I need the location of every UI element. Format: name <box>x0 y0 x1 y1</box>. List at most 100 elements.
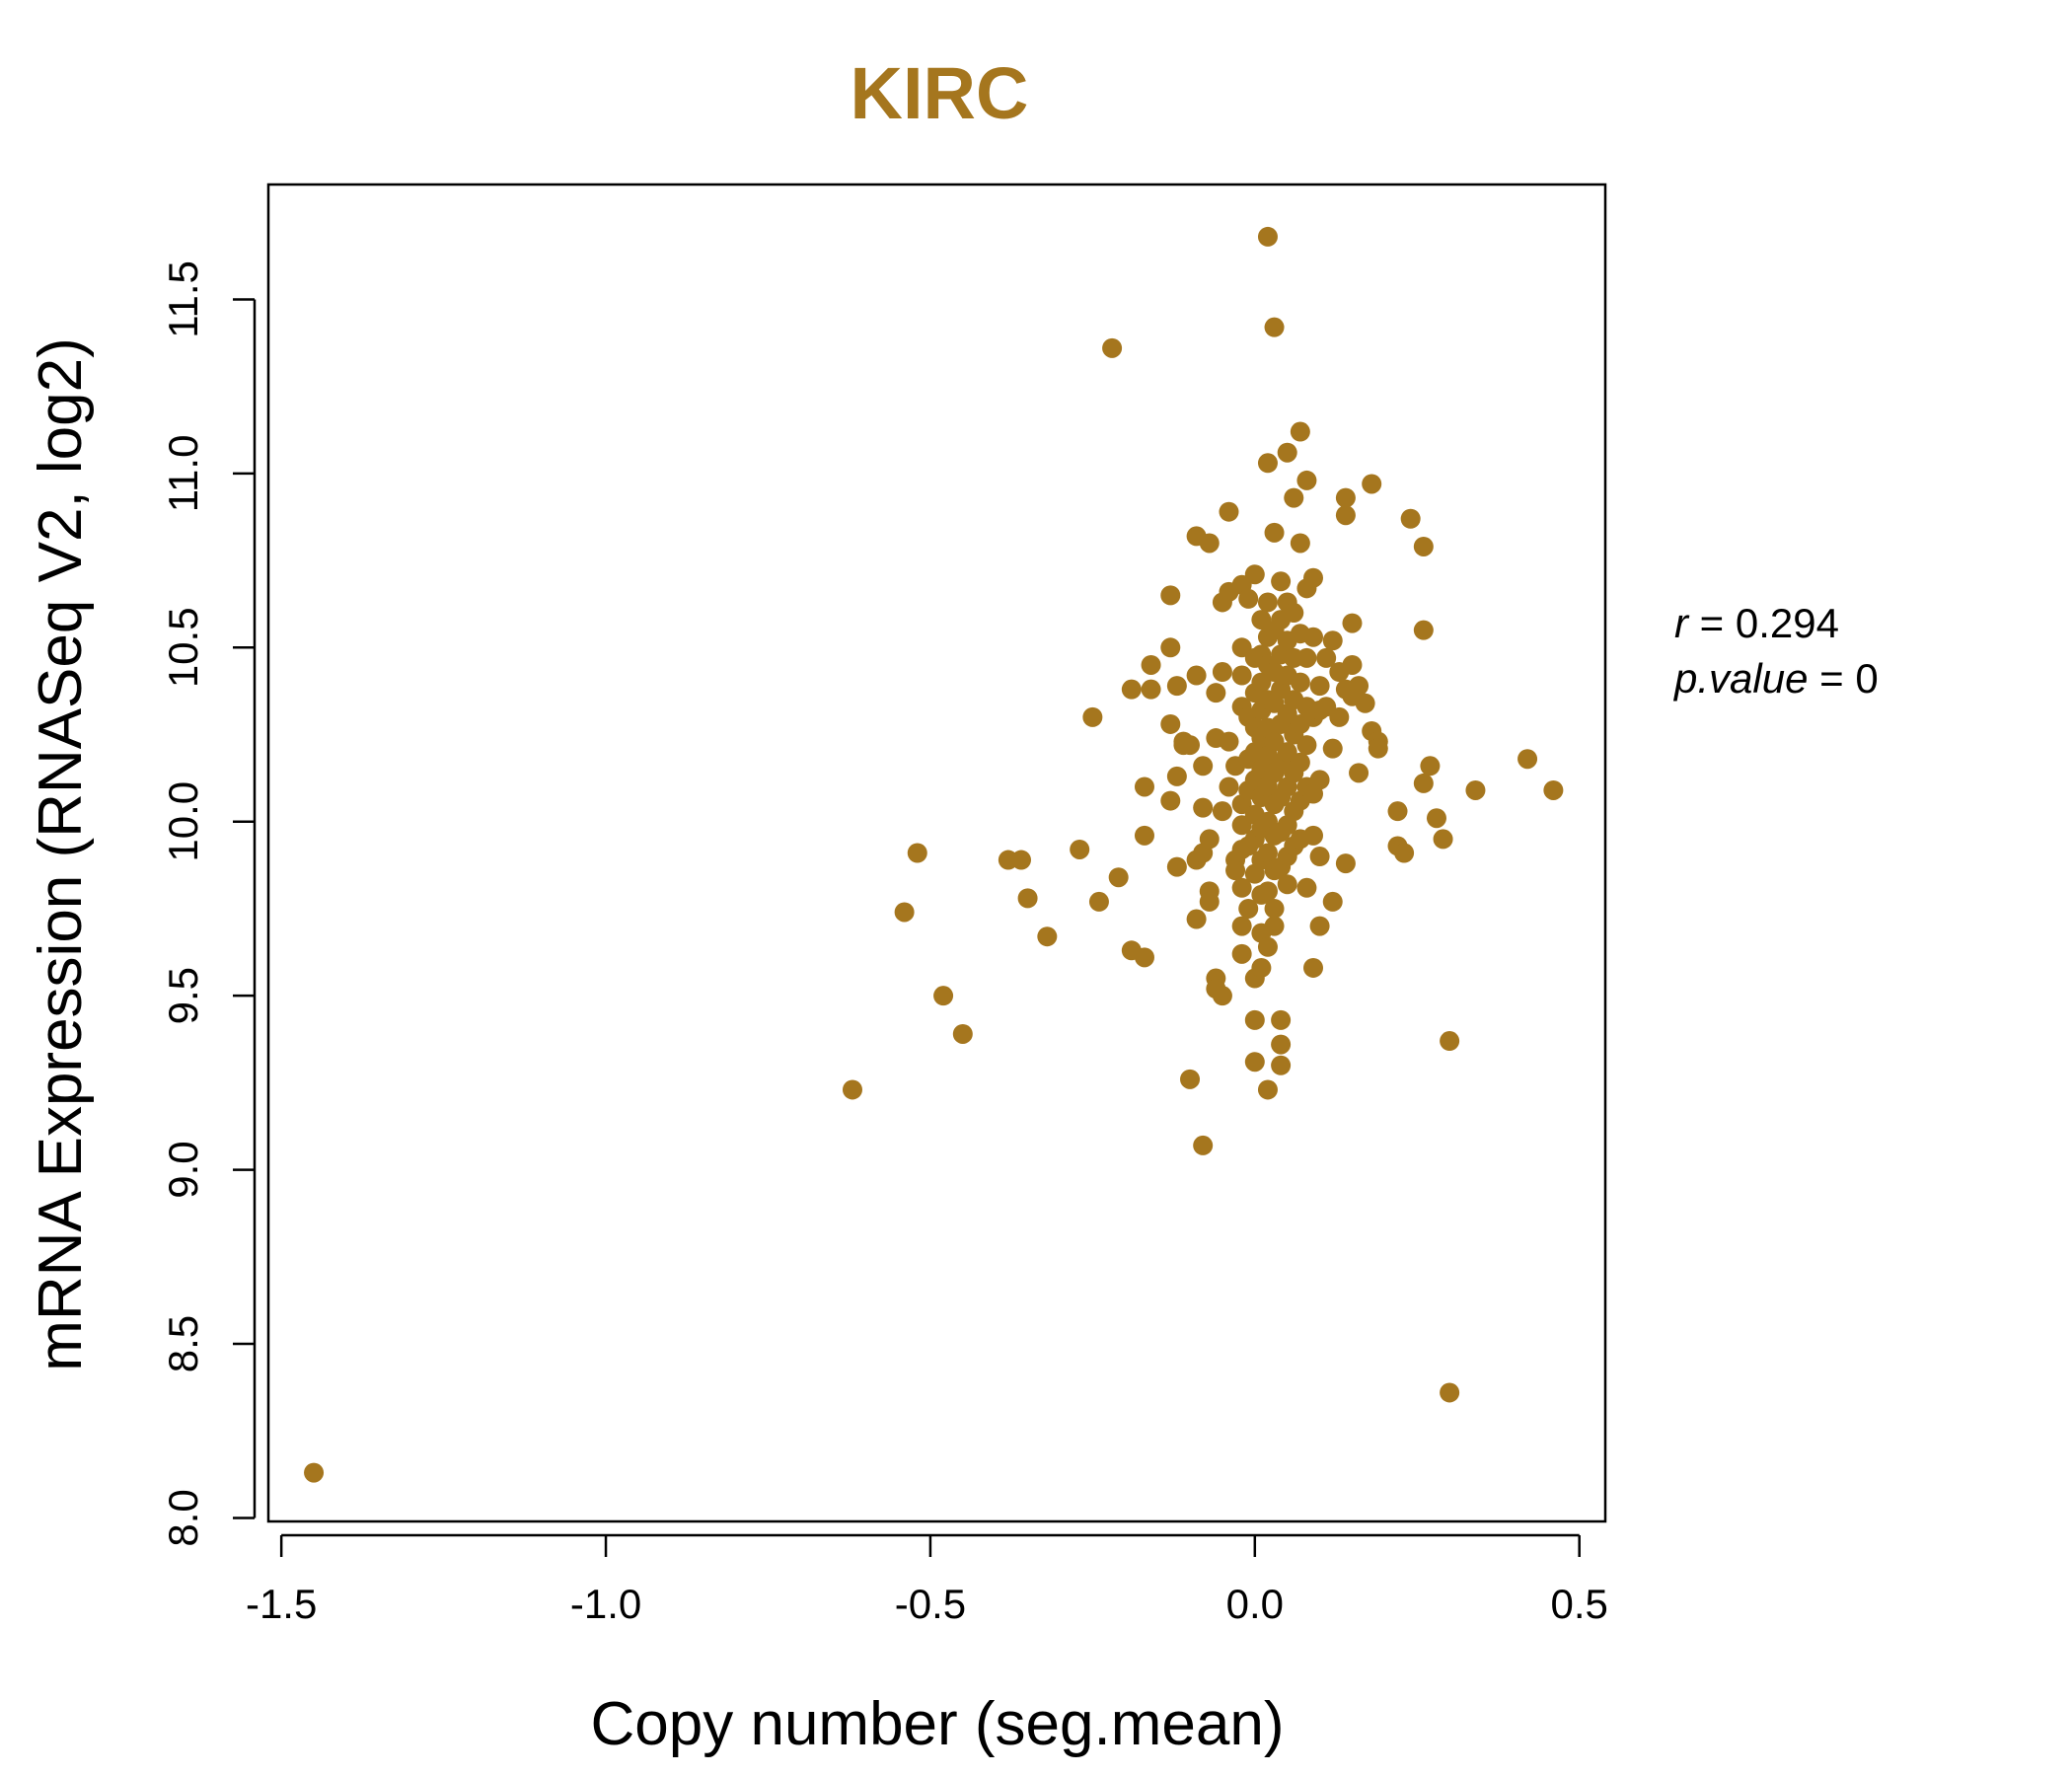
x-axis: -1.5 -1.0 -0.5 0.0 0.5 <box>246 1533 1608 1627</box>
p-stat-value: 0 <box>1855 655 1878 702</box>
data-point <box>1426 808 1446 829</box>
data-point <box>1231 665 1252 686</box>
data-point <box>1219 777 1239 797</box>
data-point <box>1257 881 1278 902</box>
data-point <box>1134 825 1154 846</box>
data-point <box>1257 226 1278 247</box>
data-point <box>1257 936 1278 957</box>
data-point <box>1264 317 1285 337</box>
data-point <box>1277 874 1297 895</box>
data-point <box>1303 627 1324 647</box>
data-point <box>1303 567 1324 588</box>
data-point <box>894 902 915 923</box>
data-point <box>1322 738 1343 759</box>
data-point <box>1212 662 1232 683</box>
p-stat-eq: = <box>1808 655 1855 702</box>
p-stat-label: p.value <box>1672 655 1808 702</box>
data-point <box>1296 877 1317 898</box>
data-point <box>1166 856 1187 877</box>
data-point <box>1088 891 1109 912</box>
data-point <box>1160 713 1181 734</box>
data-point <box>1309 847 1330 867</box>
data-point <box>1309 916 1330 936</box>
data-point <box>1225 860 1246 881</box>
x-tick-label: -0.5 <box>895 1581 966 1627</box>
r-stat-value: 0.294 <box>1736 600 1839 646</box>
data-point <box>1199 891 1220 912</box>
data-point <box>1271 1034 1292 1055</box>
data-point <box>1420 756 1441 777</box>
data-point <box>1199 533 1220 554</box>
data-point <box>1121 679 1142 700</box>
y-axis-label: mRNA Expression (RNASeq V2, log2) <box>27 337 95 1371</box>
data-point <box>842 1079 862 1100</box>
data-point <box>1335 487 1356 508</box>
y-tick-label: 10.0 <box>160 781 206 862</box>
data-point <box>1277 442 1297 463</box>
data-point <box>1342 613 1363 633</box>
data-point <box>1212 986 1232 1006</box>
data-point <box>1342 654 1363 675</box>
data-point <box>1257 592 1278 613</box>
y-tick-label: 11.5 <box>160 260 206 338</box>
r-stat: r = 0.294 <box>1674 600 1839 646</box>
data-point <box>1296 470 1317 490</box>
data-point <box>1271 571 1292 592</box>
data-point <box>1186 665 1207 686</box>
r-stat-eq: = <box>1688 600 1736 646</box>
data-point <box>1134 777 1154 797</box>
y-tick-label: 8.5 <box>160 1315 206 1372</box>
x-axis-label: Copy number (seg.mean) <box>591 1690 1285 1758</box>
data-point <box>1199 829 1220 850</box>
data-point <box>1387 801 1408 822</box>
data-point <box>1264 898 1285 919</box>
data-point <box>1309 770 1330 790</box>
x-tick-label: 0.5 <box>1550 1581 1607 1627</box>
data-point <box>952 1023 973 1044</box>
data-point <box>1193 797 1214 818</box>
p-stat: p.value = 0 <box>1672 655 1879 702</box>
data-point <box>1017 888 1038 909</box>
y-tick-label: 9.5 <box>160 967 206 1024</box>
y-tick-label: 10.5 <box>160 607 206 688</box>
data-point <box>1271 1055 1292 1075</box>
data-point <box>1238 588 1259 609</box>
data-point <box>1134 947 1154 968</box>
data-point <box>304 1462 325 1483</box>
data-point <box>1264 522 1285 543</box>
data-point <box>1206 683 1226 703</box>
data-point <box>1322 630 1343 651</box>
data-point <box>933 986 954 1006</box>
data-point <box>1160 637 1181 658</box>
data-point <box>1070 839 1090 859</box>
data-point <box>1102 337 1123 358</box>
data-point <box>1160 790 1181 811</box>
data-point <box>1413 536 1434 556</box>
data-point <box>1355 693 1375 713</box>
data-point <box>1368 738 1388 759</box>
data-point <box>1290 421 1310 442</box>
data-point <box>1303 957 1324 978</box>
data-point <box>1251 957 1272 978</box>
data-point <box>1290 672 1310 693</box>
data-point <box>1517 749 1538 770</box>
data-point <box>1465 779 1486 800</box>
data-point <box>1335 505 1356 526</box>
data-point <box>1543 779 1564 800</box>
data-point <box>1160 585 1181 606</box>
data-point <box>1349 763 1369 783</box>
data-point <box>1193 1135 1214 1155</box>
data-point <box>1433 829 1453 850</box>
data-point <box>1108 867 1129 888</box>
data-point <box>1166 766 1187 786</box>
data-point <box>1316 647 1337 668</box>
data-point <box>1244 1009 1265 1030</box>
data-point <box>1413 620 1434 640</box>
data-point <box>1219 731 1239 752</box>
data-point <box>1296 647 1317 668</box>
y-axis: 8.0 8.5 9.0 9.5 10.0 10.5 11.0 11.5 <box>160 260 257 1547</box>
data-point <box>1264 916 1285 936</box>
x-tick-label: -1.0 <box>570 1581 641 1627</box>
data-point <box>1037 926 1058 947</box>
